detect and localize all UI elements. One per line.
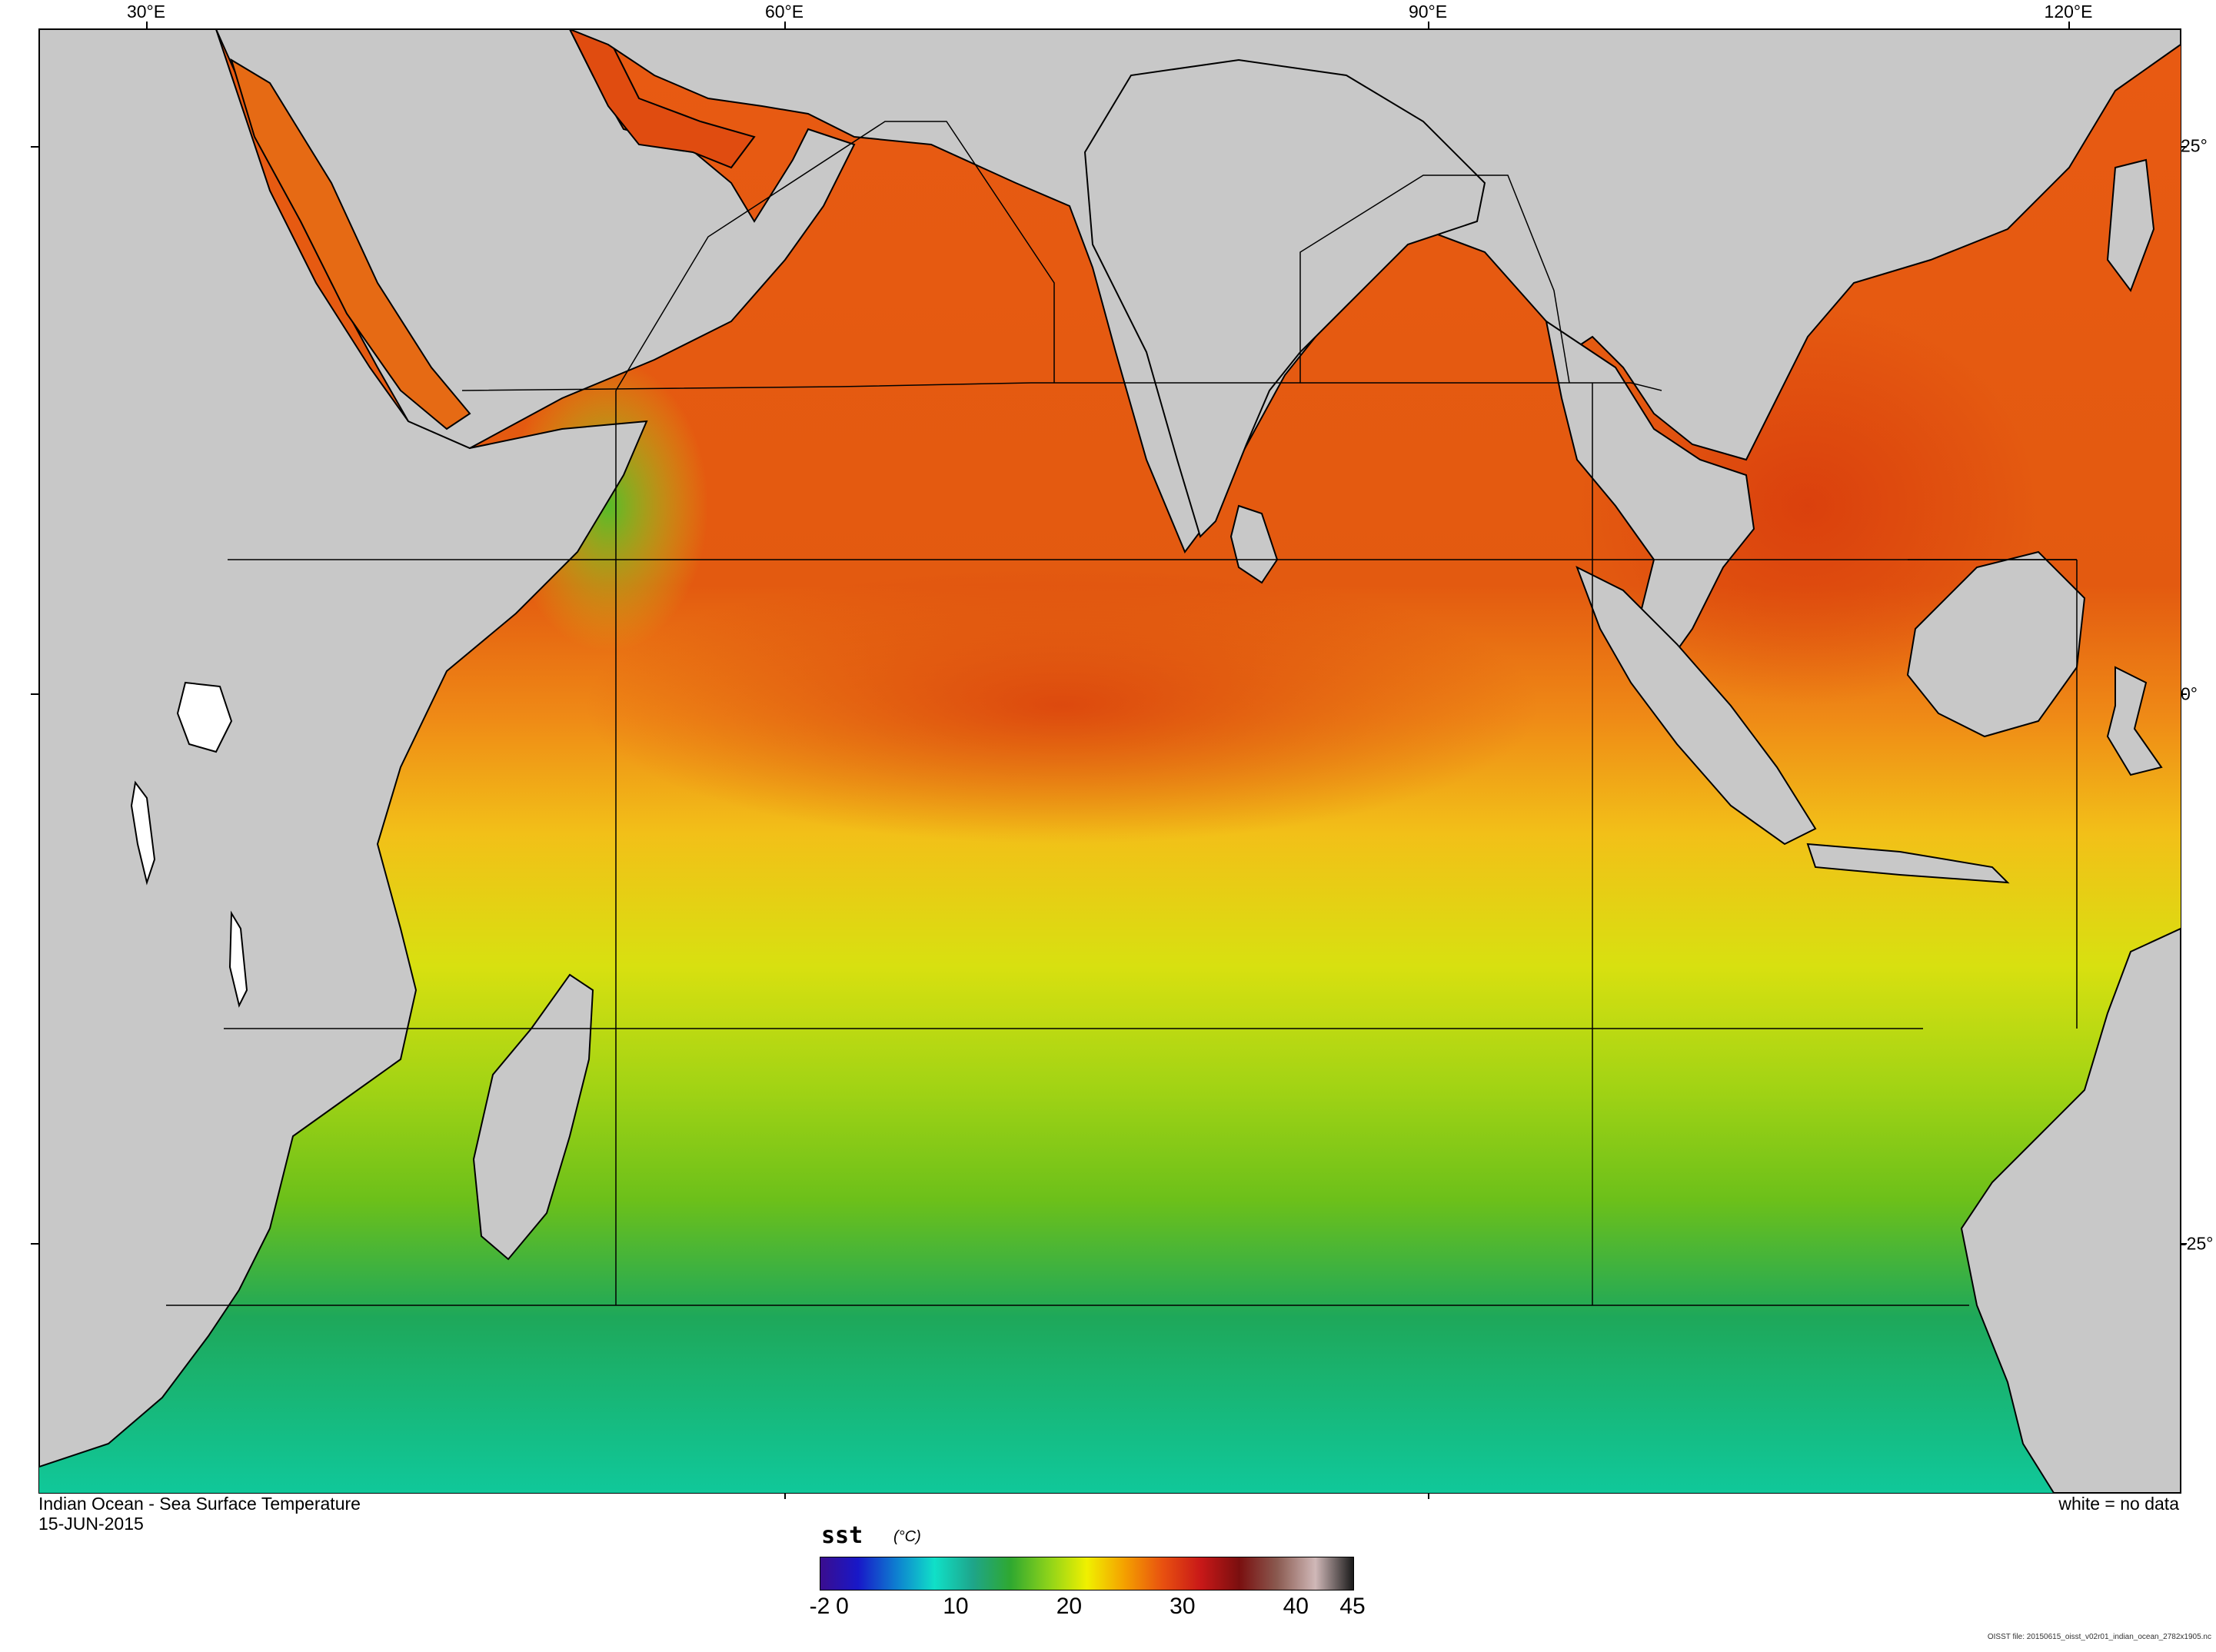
longitude-label-90e: 90°E [1408, 2, 1448, 22]
sst-map-canvas [39, 29, 2181, 1493]
tick-mark [2068, 22, 2070, 31]
sumatra-landmass [1575, 565, 1817, 846]
tick-mark [31, 693, 40, 695]
region-boundaries [166, 121, 2078, 1306]
latitude-label-equator: 0° [2181, 683, 2198, 704]
colorbar-variable-name: sst [821, 1522, 863, 1549]
tick-mark [31, 1243, 40, 1245]
sst-map[interactable] [38, 28, 2181, 1494]
no-data-note: white = no data [2058, 1494, 2179, 1514]
latitude-label-25n: 25° [2181, 135, 2208, 156]
colorbar-units: (°C) [893, 1528, 921, 1545]
java-landmass [1806, 843, 2010, 884]
map-title: Indian Ocean - Sea Surface Temperature [38, 1494, 361, 1514]
africa-landmass [39, 29, 648, 1468]
madagascar-landmass [472, 973, 594, 1261]
latitude-label-25s: -25° [2181, 1233, 2214, 1254]
longitude-label-60e: 60°E [764, 2, 804, 22]
longitude-label-30e: 30°E [126, 2, 166, 22]
lake-victoria [176, 681, 233, 753]
colorbar-tick-label: 45 [1339, 1594, 1366, 1619]
tick-mark [2178, 146, 2187, 148]
tick-mark [2178, 1243, 2187, 1245]
colorbar-tick-label: 0 [836, 1594, 849, 1619]
colorbar-tick-label: 40 [1283, 1594, 1309, 1619]
india-landmass [1083, 58, 1486, 538]
tick-mark [784, 22, 786, 31]
warm-pool [585, 567, 1539, 844]
sri-lanka-landmass [1229, 504, 1279, 584]
colorbar-tick-label: 30 [1170, 1594, 1196, 1619]
persian-gulf [568, 29, 756, 169]
file-note: OISST file: 20150615_oisst_v02r01_indian… [1987, 1633, 2211, 1641]
colorbar-tick-label: -2 [809, 1594, 830, 1619]
tick-mark [31, 146, 40, 148]
tick-mark [146, 22, 148, 31]
tick-mark [2178, 693, 2187, 695]
australia-landmass [1960, 927, 2181, 1493]
tick-mark [1428, 22, 1429, 31]
lake-malawi [228, 910, 248, 1008]
longitude-label-120e: 120°E [2044, 2, 2093, 22]
colorbar-tick-label: 10 [943, 1594, 969, 1619]
colorbar-tick-label: 20 [1056, 1594, 1083, 1619]
map-date: 15-JUN-2015 [38, 1514, 144, 1534]
sulawesi-landmass [2106, 666, 2163, 776]
tick-mark [784, 1490, 786, 1499]
indochina-landmass [1545, 319, 1755, 685]
colorbar-gradient [820, 1557, 1353, 1590]
tick-mark [1428, 1490, 1429, 1499]
lake-tanganyika [130, 780, 156, 886]
philippines-landmass [2106, 158, 2155, 293]
colorbar [820, 1557, 1354, 1591]
red-sea [230, 58, 471, 430]
